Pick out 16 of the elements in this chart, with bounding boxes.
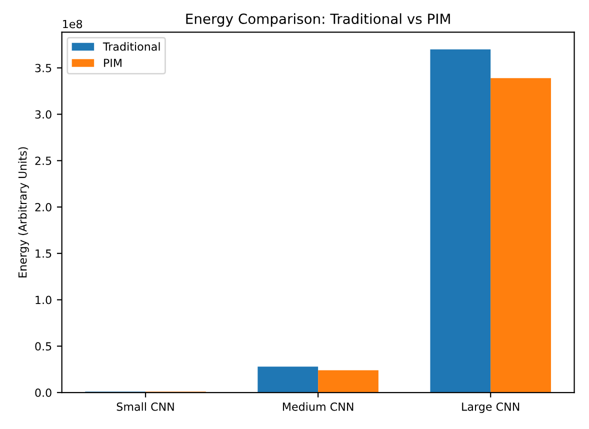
y-tick-label: 2.0 xyxy=(35,202,52,212)
y-axis-title: Energy (Arbitrary Units) xyxy=(18,147,29,278)
y-tick-label: 1.5 xyxy=(36,250,52,258)
text: 1e8 xyxy=(63,20,82,28)
x-tick-label: Large CNN xyxy=(462,402,520,414)
y-tick-label: 0.5 xyxy=(35,342,52,351)
chart-title: Energy Comparison: Traditional vs PIM xyxy=(186,13,450,27)
y-tick-label: 0.0 xyxy=(35,388,52,397)
legend-label: Traditional xyxy=(102,42,160,51)
y-tick-label: 3.0 xyxy=(35,110,52,119)
x-tick-label: Small CNN xyxy=(116,402,174,411)
y-tick-label: 2.5 xyxy=(35,156,52,166)
y-tick-label: 1.0 xyxy=(36,296,52,304)
legend-label: PIM xyxy=(104,58,122,67)
x-tick-label: Medium CNN xyxy=(282,402,354,411)
y-tick-label: 3.5 xyxy=(35,64,52,72)
